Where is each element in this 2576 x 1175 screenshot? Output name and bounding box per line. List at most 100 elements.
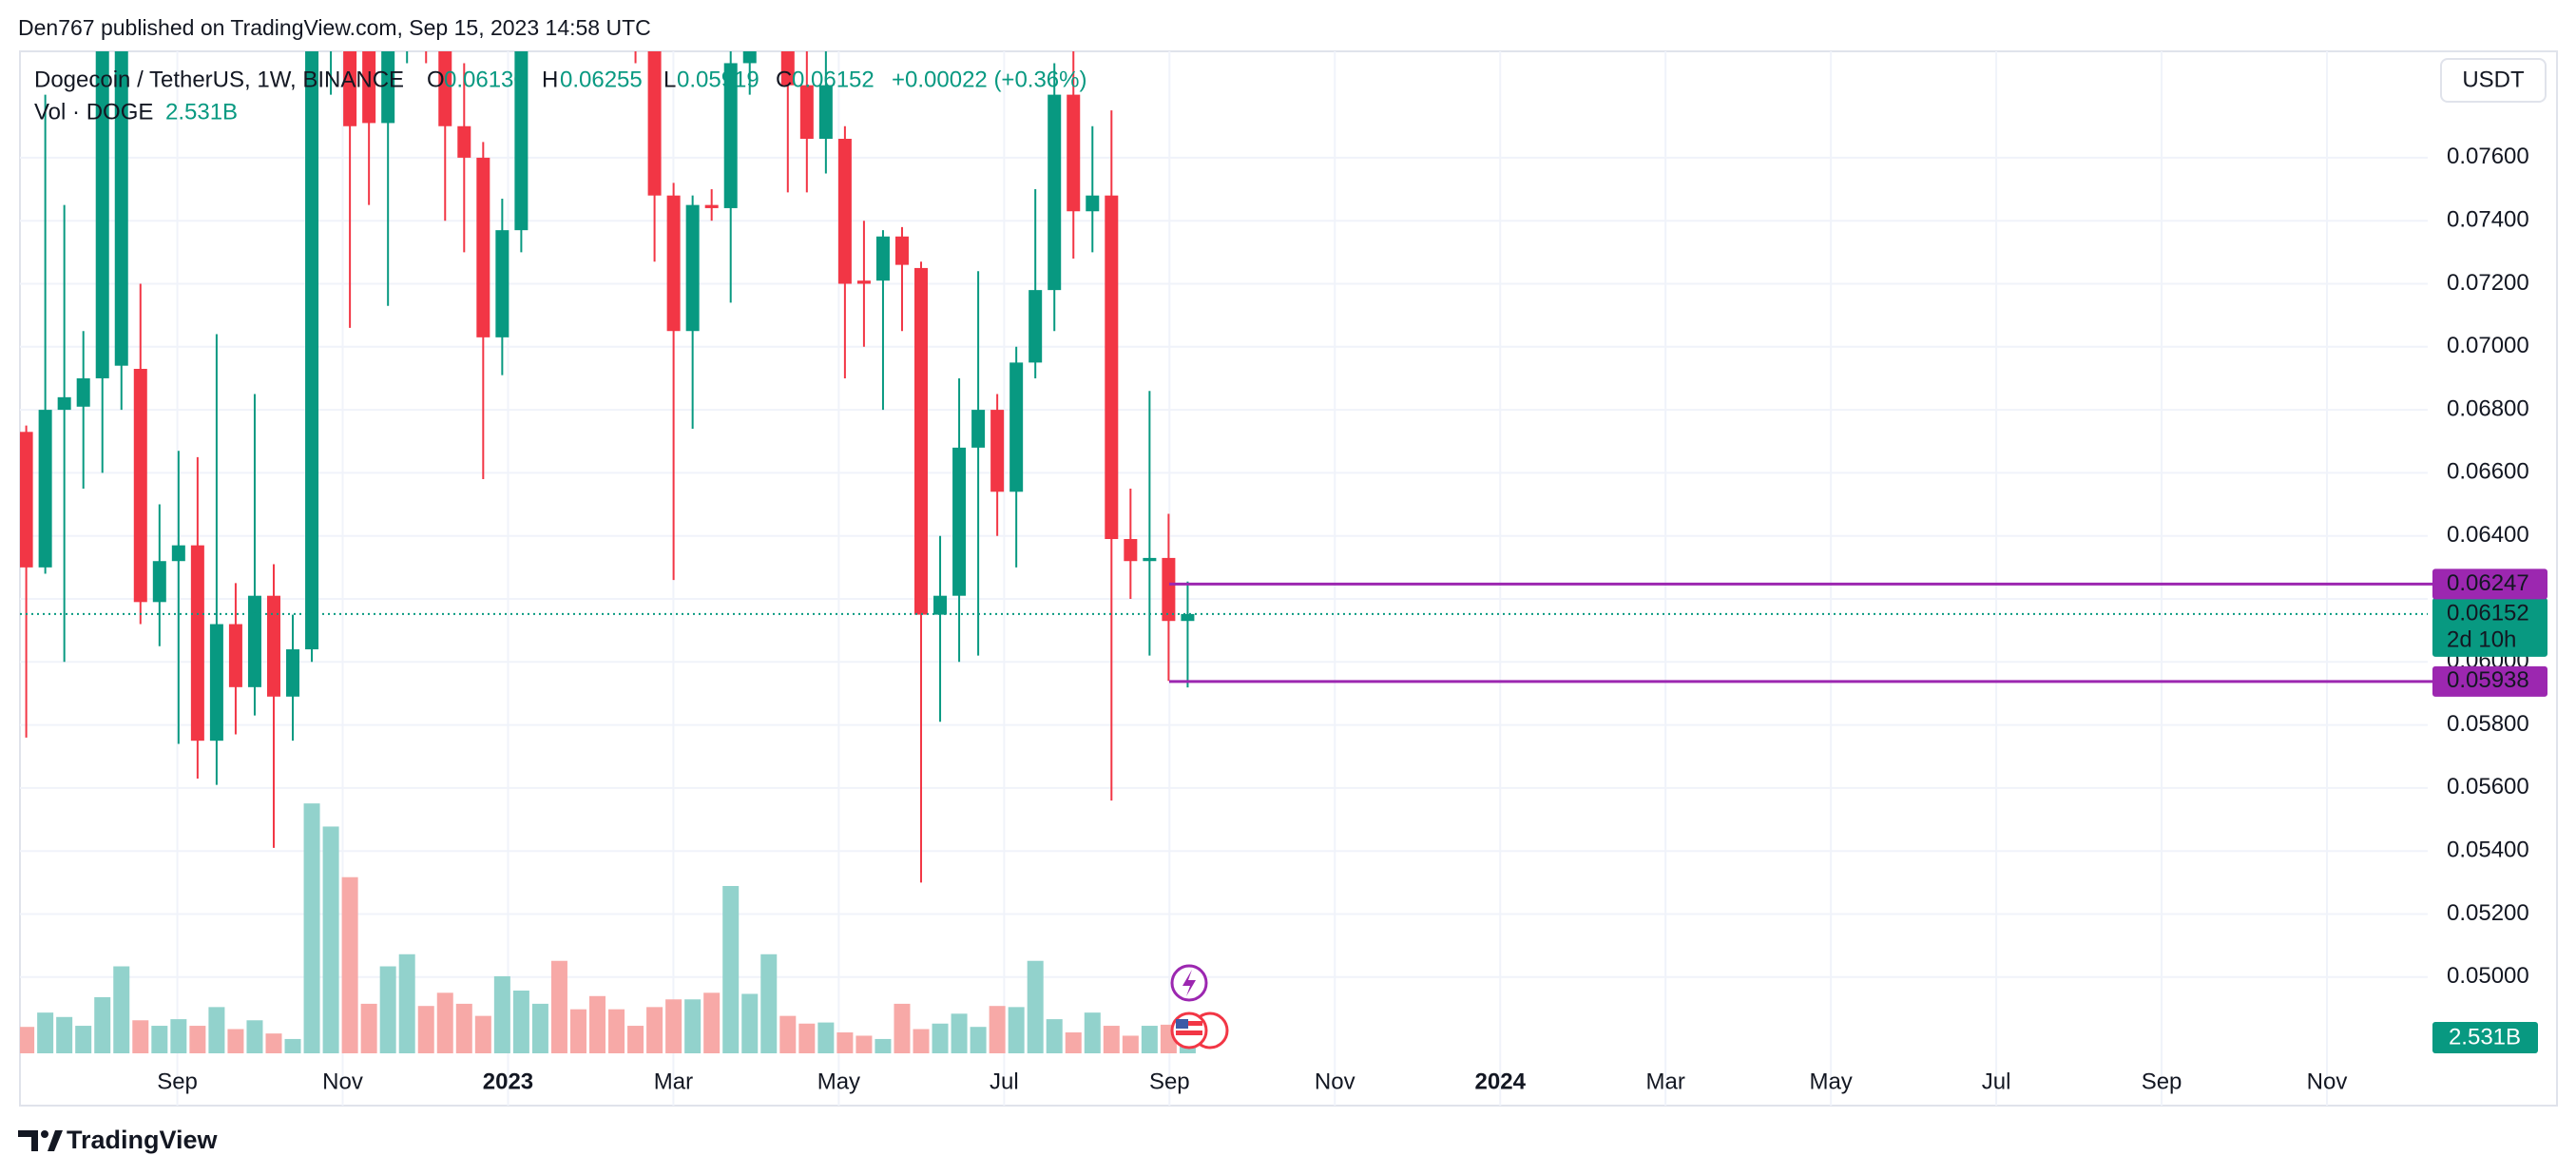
brand-logo (18, 1130, 63, 1151)
brand: TradingView (67, 1126, 219, 1154)
volume-bar (512, 990, 529, 1053)
volume-legend-value: 2.531B (165, 99, 238, 125)
lightning (1182, 970, 1196, 996)
candle-body (1143, 557, 1157, 562)
candle-body (247, 595, 261, 687)
candle-body (286, 649, 300, 697)
logo-dot (41, 1130, 48, 1138)
volume-bar (379, 966, 396, 1053)
volume-bar (322, 826, 339, 1053)
volume-bar (531, 1003, 548, 1053)
volume-bar (284, 1038, 301, 1053)
volume-title: Vol · DOGE (34, 99, 153, 125)
legend-change: +0.00022 (+0.36%) (892, 67, 1087, 92)
logo-mark (48, 1130, 63, 1151)
volume-bar (1046, 1019, 1063, 1053)
volume-bar (703, 992, 721, 1053)
volume-bar (37, 1012, 54, 1053)
candle-body (95, 51, 109, 378)
candle-body (704, 204, 719, 208)
candle-body (1124, 539, 1138, 562)
grid (20, 51, 2428, 1106)
candle-body (57, 396, 71, 411)
candle-body (818, 85, 833, 140)
y-tick-label: 0.07000 (2447, 333, 2529, 358)
level-box (2432, 568, 2547, 600)
legend-close: 0.06152 (792, 67, 875, 92)
candle-body (685, 204, 700, 332)
y-tick-label: 0.07400 (2447, 207, 2529, 233)
candle-body (343, 51, 357, 126)
volume-bar (227, 1029, 244, 1053)
candle-body (76, 377, 90, 407)
volume-bar (779, 1015, 797, 1053)
volume-bar (398, 953, 415, 1053)
legend-o: O (427, 67, 445, 92)
candle-body (1086, 195, 1100, 212)
volume-bar (436, 992, 453, 1053)
candle-body (381, 51, 395, 124)
x-tick-label: Nov (1315, 1069, 1355, 1094)
volume-bar (417, 1006, 434, 1053)
volume-bar (113, 966, 130, 1053)
volume-bar (75, 1026, 92, 1053)
last-price-label: 0.06152 (2447, 600, 2529, 626)
candle-body (209, 624, 223, 742)
legend-open: 0.06130 (444, 67, 527, 92)
volume-bar (189, 1026, 206, 1053)
volume-bar (1027, 960, 1044, 1053)
volume-bar (894, 1003, 911, 1053)
candle-body (438, 51, 452, 126)
legend-l: L (663, 67, 676, 92)
volume-bar (989, 1006, 1006, 1053)
candle-body (476, 157, 490, 337)
candle-body (38, 410, 52, 568)
candle-body (933, 595, 948, 615)
volume-bar (246, 1020, 263, 1053)
candle-body (1048, 94, 1062, 291)
candle-body (1162, 557, 1176, 622)
candle-body (133, 369, 147, 603)
volume-bar (208, 1007, 225, 1053)
x-tick-label: Mar (654, 1069, 693, 1094)
volume-bar (1141, 1026, 1158, 1053)
volume-bar (684, 999, 702, 1053)
candle-body (990, 410, 1005, 492)
volume-bar (760, 953, 778, 1053)
volume-bar (665, 999, 682, 1053)
x-tick-label: Nov (322, 1069, 363, 1094)
volume-bar (951, 1013, 968, 1053)
volume-bar (932, 1023, 949, 1053)
candle-body (305, 51, 319, 650)
y-tick-label: 0.05400 (2447, 838, 2529, 863)
candle-body (875, 236, 890, 281)
volume-bar (798, 1023, 816, 1053)
candle-body (266, 595, 280, 697)
candle-body (457, 125, 471, 158)
volume-bar (855, 1035, 873, 1053)
candle-body (780, 51, 795, 86)
volume-bar (569, 1009, 586, 1053)
candle-body (152, 561, 166, 603)
y-tick-label: 0.06600 (2447, 459, 2529, 485)
price-pane (20, 51, 2428, 883)
volume-bar (360, 1003, 377, 1053)
candle-body (914, 267, 929, 615)
candle-body (666, 195, 681, 332)
level-box (2432, 665, 2547, 697)
volume-bar (817, 1022, 835, 1053)
y-tick-label: 0.05800 (2447, 711, 2529, 737)
volume-bar (836, 1031, 854, 1053)
candle-body (514, 51, 529, 231)
x-tick-label: Sep (157, 1069, 198, 1094)
currency-button[interactable] (2440, 58, 2547, 103)
candle-body (856, 280, 871, 284)
y-tick-label: 0.05000 (2447, 963, 2529, 989)
candle-body (1181, 613, 1195, 622)
volume-bar (970, 1027, 987, 1053)
volume-bar (875, 1038, 892, 1053)
flag-stripe (1176, 1021, 1202, 1026)
overlay: 0.050000.052000.054000.056000.058000.060… (157, 144, 2547, 1094)
volume-bar (132, 1020, 149, 1053)
